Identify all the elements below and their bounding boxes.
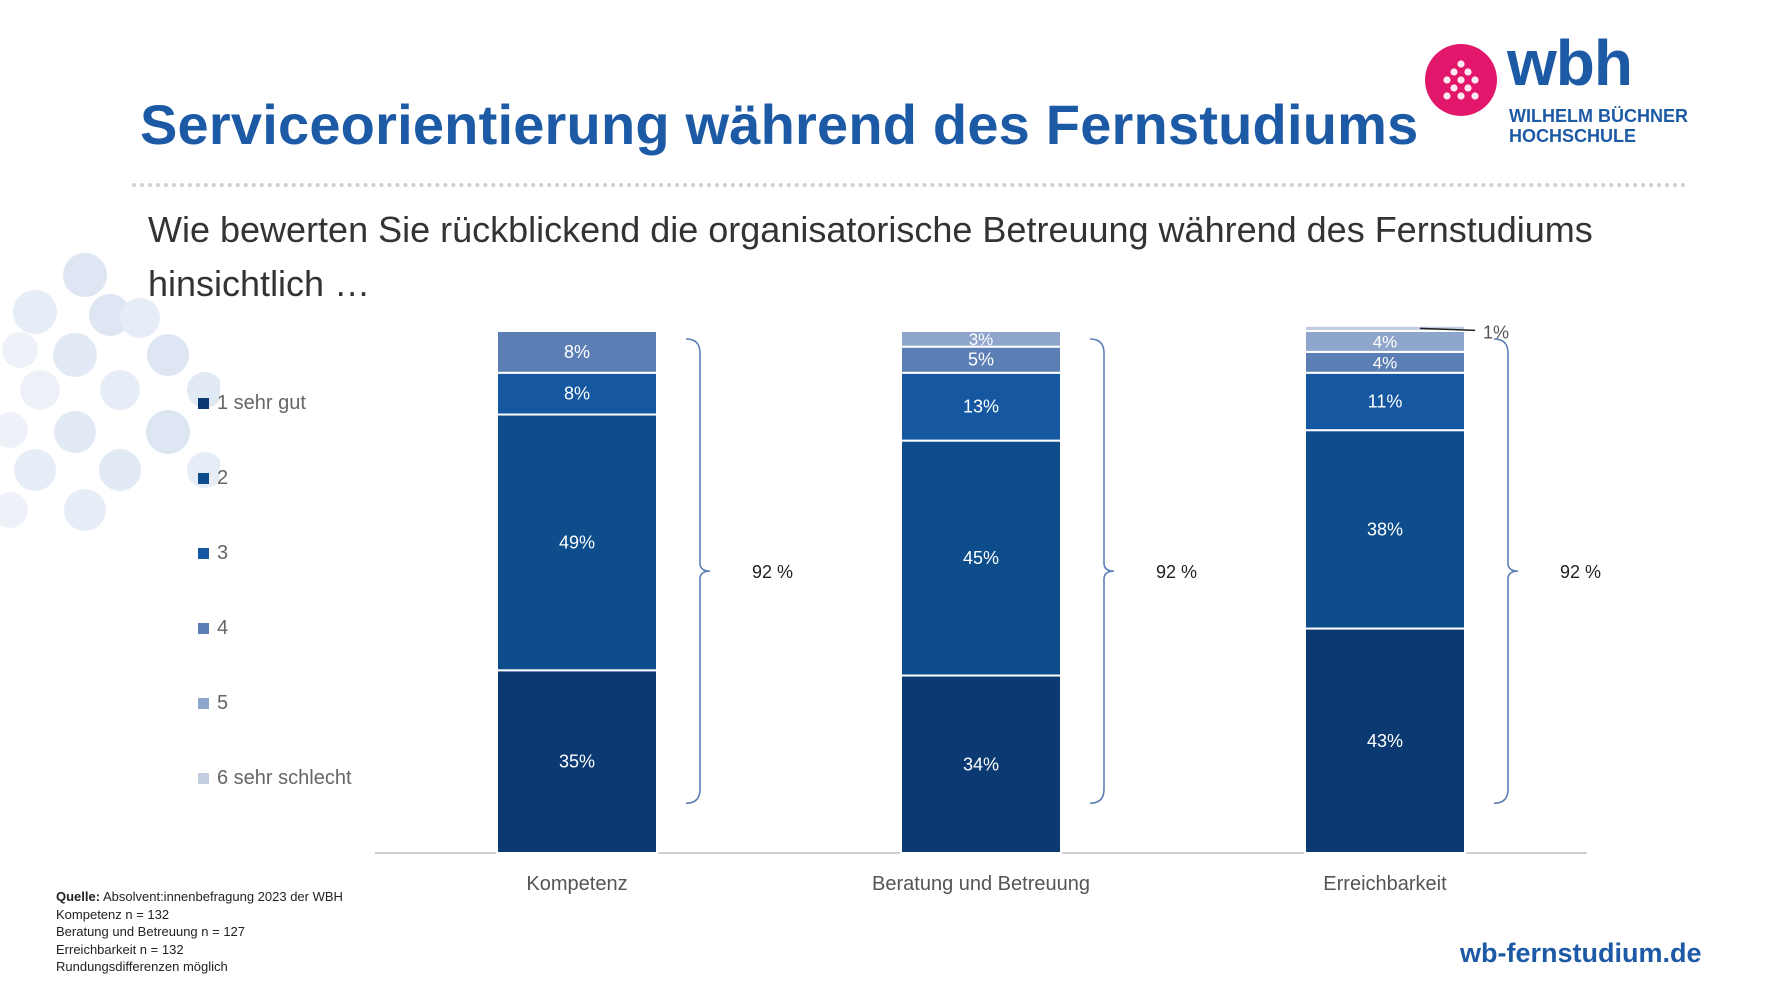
legend-swatch-3 — [198, 547, 209, 559]
title-divider — [132, 183, 1687, 187]
legend-item-6: 6 sehr schlecht — [198, 765, 352, 791]
decorative-dot — [146, 410, 190, 454]
bracket-label: 92 % — [1156, 562, 1197, 582]
decorative-dot-pattern — [0, 253, 220, 531]
source-note-line-2: Beratung und Betreuung n = 127 — [56, 924, 246, 939]
bracket-label: 92 % — [1560, 562, 1601, 582]
leader-line — [1419, 327, 1476, 332]
bar-segment — [496, 669, 658, 854]
bar-segment — [1304, 371, 1466, 432]
bracket — [685, 338, 711, 805]
source-note-line-3: Erreichbarkeit n = 132 — [56, 941, 184, 957]
data-label: 3% — [969, 330, 994, 349]
decorative-dot — [0, 412, 28, 448]
bar-segment — [496, 413, 658, 672]
legend-label-4: 4 — [217, 616, 229, 639]
data-label: 45% — [963, 548, 999, 568]
legend-swatch-4 — [198, 622, 209, 634]
bar-segment — [496, 330, 658, 374]
decorative-dot — [63, 253, 107, 297]
legend-item-5: 5 — [198, 690, 228, 716]
data-label: 8% — [564, 384, 590, 404]
source-note: Quelle: Absolvent:innenbefragung 2023 de… — [56, 888, 343, 976]
source-label: Quelle: — [56, 889, 101, 904]
legend-swatch-5 — [198, 697, 209, 709]
bar-segment — [1304, 429, 1466, 630]
decorative-dot — [20, 370, 60, 410]
category-label: Kompetenz — [526, 873, 627, 895]
data-label: 5% — [968, 350, 994, 370]
data-label: 4% — [1373, 332, 1398, 351]
legend-swatch-6 — [198, 772, 209, 784]
logo-emblem-icon — [1425, 44, 1497, 116]
data-label: 43% — [1367, 731, 1403, 751]
decorative-dot — [89, 294, 131, 336]
legend-item-3: 3 — [198, 540, 228, 566]
legend-label-2: 2 — [217, 466, 229, 489]
decorative-dot — [187, 452, 220, 488]
legend-label-5: 5 — [217, 691, 229, 714]
source-line: Quelle: Absolvent:innenbefragung 2023 de… — [56, 888, 343, 906]
source-text: Absolvent:innenbefragung 2023 der WBH — [102, 889, 343, 904]
data-label: 38% — [1367, 519, 1403, 539]
website-url: wb-fernstudium.de — [1460, 938, 1702, 968]
data-label: 35% — [559, 752, 595, 772]
source-note-line-1: Kompetenz n = 132 — [56, 906, 170, 922]
logo-wordmark: wbh — [1507, 27, 1633, 99]
data-label: 11% — [1368, 391, 1403, 411]
source-note-line-4: Rundungsdifferenzen möglich — [56, 959, 228, 974]
legend-label-1: 1 sehr gut — [217, 391, 306, 414]
data-label: 13% — [963, 397, 999, 417]
data-label-external: 1% — [1483, 322, 1509, 342]
bracket-label: 92 % — [752, 562, 793, 582]
logo-subtitle-line2: HOCHSCHULE — [1509, 126, 1637, 146]
logo-subtitle: WILHELM BÜCHNER HOCHSCHULE — [1509, 106, 1688, 146]
decorative-dot — [187, 372, 220, 408]
logo-subtitle-line1: WILHELM BÜCHNER — [1509, 106, 1688, 126]
decorative-dot — [100, 370, 140, 410]
category-label: Erreichbarkeit — [1323, 873, 1447, 895]
data-label: 8% — [564, 342, 590, 362]
decorative-dot — [120, 298, 160, 338]
bracket — [1089, 338, 1115, 805]
legend-item-1: 1 sehr gut — [198, 390, 306, 416]
category-label: Beratung und Betreuung — [872, 873, 1090, 895]
page-title: Serviceorientierung während des Fernstud… — [140, 93, 1419, 156]
bar-segment — [900, 439, 1062, 677]
wbh-logo: wbh WILHELM BÜCHNER HOCHSCHULE — [1425, 27, 1695, 150]
legend-swatch-2 — [198, 472, 209, 484]
decorative-dot — [64, 489, 106, 531]
decorative-dot — [13, 290, 57, 334]
bar-segment — [1304, 324, 1466, 332]
legend-label-6: 6 sehr schlecht — [217, 766, 352, 789]
bar-segment — [496, 371, 658, 416]
data-label: 4% — [1373, 353, 1398, 372]
data-label: 34% — [963, 754, 999, 774]
decorative-dot — [0, 492, 28, 528]
bar-segment — [900, 330, 1062, 348]
decorative-dot — [14, 449, 56, 491]
survey-question: Wie bewerten Sie rückblickend die organi… — [148, 209, 1593, 304]
data-label: 49% — [559, 532, 595, 552]
bar-segment — [1304, 627, 1466, 854]
legend-label-3: 3 — [217, 541, 229, 564]
legend-swatch-1 — [198, 397, 209, 409]
decorative-dot — [2, 332, 38, 368]
legend-item-2: 2 — [198, 465, 228, 491]
bracket — [1493, 338, 1519, 805]
legend-item-4: 4 — [198, 615, 228, 641]
decorative-dot — [147, 334, 189, 376]
decorative-dot — [53, 333, 97, 377]
bar-segment — [900, 674, 1062, 855]
decorative-dot — [54, 411, 96, 453]
decorative-dot — [99, 449, 141, 491]
